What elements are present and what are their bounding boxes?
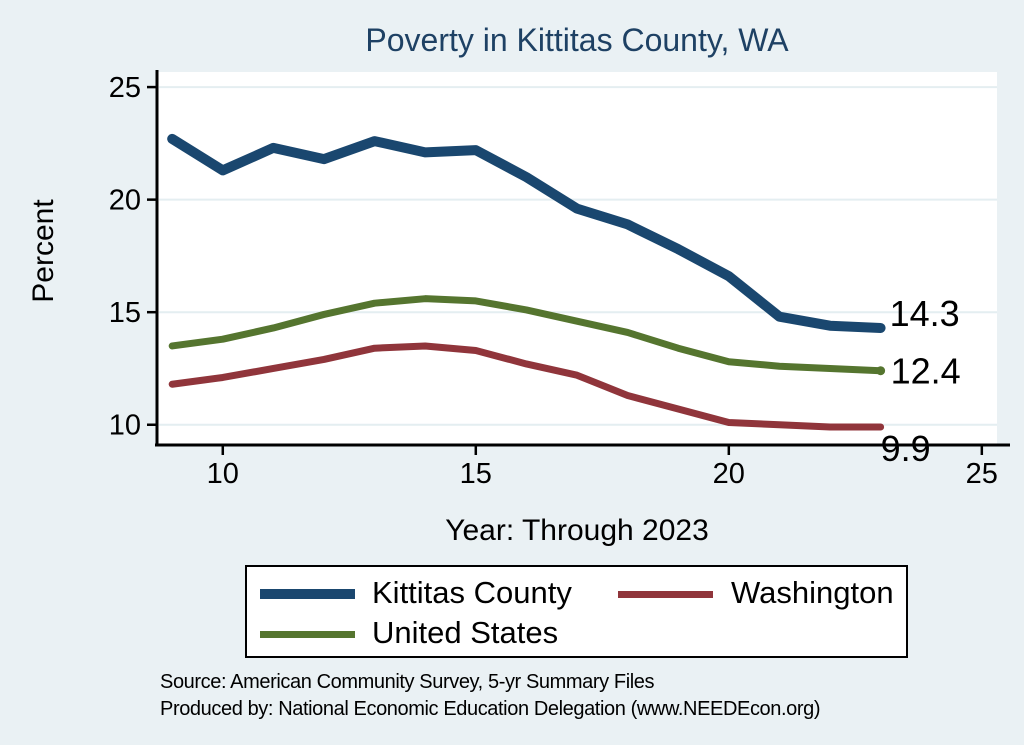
end-marker-dot-united-states xyxy=(876,366,886,376)
series-line-washington xyxy=(168,342,885,431)
plot-area xyxy=(158,72,997,444)
legend-label-kittitas-county: Kittitas County xyxy=(372,575,572,610)
y-axis-title: Percent xyxy=(27,199,60,303)
y-tick-label-10: 10 xyxy=(109,410,141,442)
legend-swatch-washington xyxy=(618,591,713,598)
source-line-1: Source: American Community Survey, 5-yr … xyxy=(160,671,655,693)
series-line-kittitas-county xyxy=(167,133,886,333)
y-tick-label-20: 20 xyxy=(109,185,141,217)
end-value-label-kittitas-county: 14.3 xyxy=(890,293,960,334)
legend-label-washington: Washington xyxy=(731,575,894,610)
source-line-2: Produced by: National Economic Education… xyxy=(160,698,821,720)
legend: Kittitas County Washington United States xyxy=(245,565,908,658)
page-title: Poverty in Kittitas County, WA xyxy=(365,22,789,58)
series-line-united-states xyxy=(168,295,885,375)
x-axis-title: Year: Through 2023 xyxy=(445,514,709,547)
y-tick-label-15: 15 xyxy=(109,297,141,329)
y-tick-label-25: 25 xyxy=(109,72,141,104)
end-value-label-washington: 9.9 xyxy=(881,428,931,469)
source-note: Source: American Community Survey, 5-yr … xyxy=(160,669,821,723)
x-tick-label-15: 15 xyxy=(460,458,492,490)
legend-swatch-kittitas-county xyxy=(260,589,355,599)
x-tick-label-10: 10 xyxy=(207,458,239,490)
legend-swatch-united-states xyxy=(260,631,355,638)
x-tick-label-25: 25 xyxy=(966,458,998,490)
x-tick-label-20: 20 xyxy=(713,458,745,490)
legend-label-united-states: United States xyxy=(372,615,559,650)
end-value-label-united-states: 12.4 xyxy=(891,351,961,392)
